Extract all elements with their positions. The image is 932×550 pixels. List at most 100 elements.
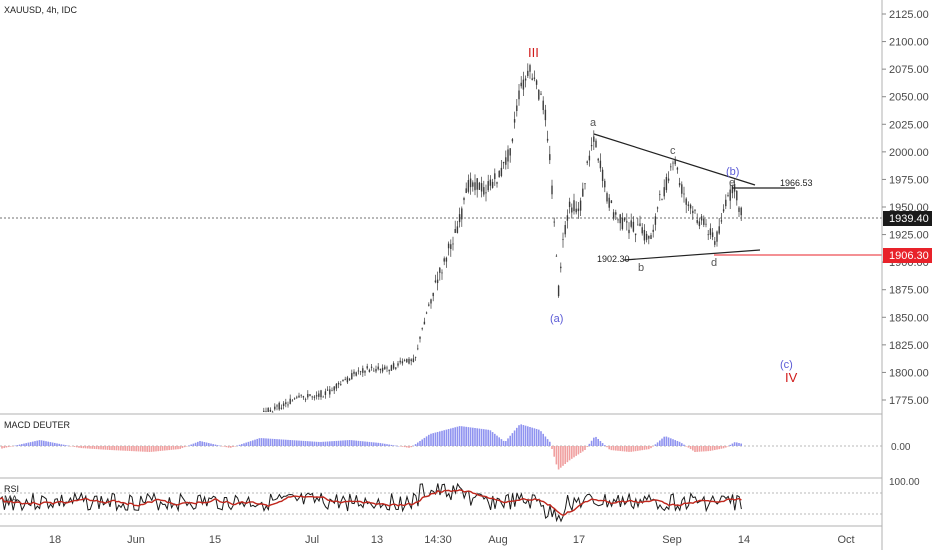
candle-body [557,285,560,297]
candle-body [421,328,423,330]
lower-trendline[interactable] [623,249,761,261]
candle-body [546,138,549,141]
candle-body [419,336,421,339]
candle-body [428,304,430,306]
macd-bar [342,440,344,446]
macd-bar [36,440,38,446]
candle-body [520,82,522,87]
macd-label: MACD DEUTER [4,420,71,430]
macd-bar [269,438,272,446]
macd-bar [93,446,96,449]
candle-body [711,232,714,237]
macd-bar [381,443,384,446]
candle-body [582,188,584,197]
macd-bar [524,425,527,446]
time-axis[interactable]: 18 Jun 15 Jul 13 14:30 Aug 17 Sep 14 Oct [49,534,855,546]
candle-body [265,411,267,413]
macd-bar [628,446,630,452]
macd-bar [208,443,210,446]
candle-body [377,366,379,370]
candle-body [505,157,507,165]
macd-bar [736,442,738,446]
candle-body [617,219,619,221]
macd-bar [513,430,516,446]
macd-bar [692,446,694,451]
candle-body [280,407,283,409]
macd-bar [175,446,177,450]
macd-bar [667,437,670,446]
candle-body [408,358,410,364]
macd-bar [326,441,329,446]
macd-bar [498,437,500,446]
wave-c-label: c [670,145,676,157]
macd-bar [346,440,349,446]
macd-bar [588,443,591,446]
candle-body [643,230,646,241]
candle-body [412,358,415,362]
macd-bar [89,446,91,449]
candle-body [659,193,661,195]
macd-bar [337,440,340,446]
macd-bar [245,442,247,446]
candle-body [423,321,426,325]
macd-bar [507,438,509,446]
candle-body [720,220,723,222]
candle-body [588,155,591,161]
candle-body [474,182,476,191]
candle-body [375,368,377,372]
macd-bar [472,427,474,446]
candle-body [278,402,280,410]
macd-bar [78,446,80,448]
candle-body [667,178,670,181]
macd-bar [672,439,674,446]
macd-bar [3,446,5,449]
candle-body [340,384,342,385]
macd-bar [357,440,360,446]
macd-bar [212,444,214,446]
macd-bar [205,442,208,446]
macd-bar [23,443,25,446]
macd-bar [663,436,665,446]
macd-bar [414,444,417,446]
macd-bar [553,446,555,457]
candle-body [478,182,481,190]
macd-bar [359,441,362,446]
candle-body [300,394,302,396]
candle-body [436,279,439,284]
macd-bar [586,446,588,447]
macd-bar [494,433,496,446]
macd-bar [311,441,313,446]
macd-bar [522,425,525,446]
macd-bar [500,439,503,446]
candle-body [685,198,687,205]
macd-bar [703,446,705,452]
macd-bar [278,439,280,446]
macd-bar [131,446,133,452]
macd-bar [388,444,390,446]
macd-bar [410,446,412,448]
candle-body [579,200,582,211]
macd-bar [12,446,14,447]
macd-bar [236,445,239,447]
macd-bar [384,443,386,446]
macd-bar [260,438,263,446]
candle-body [516,105,518,112]
macd-bar [714,446,716,451]
macd-bar [694,446,696,452]
candle-body [555,255,558,257]
candle-body [331,390,333,392]
candle-body [285,402,287,405]
candle-body [672,162,674,164]
macd-bar [377,442,379,446]
candle-body [703,218,705,225]
upper-trendline[interactable] [593,133,756,186]
price-axis[interactable]: 2125.00 2100.00 2075.00 2050.00 2025.00 2000.… [882,9,929,407]
level-1966-label: 1966.53 [780,178,813,188]
candle-body [357,370,360,372]
candle-body [531,78,533,80]
macd-bar [111,446,113,451]
candle-body [267,407,269,412]
macd-bar [117,446,120,451]
candle-body [395,367,397,369]
